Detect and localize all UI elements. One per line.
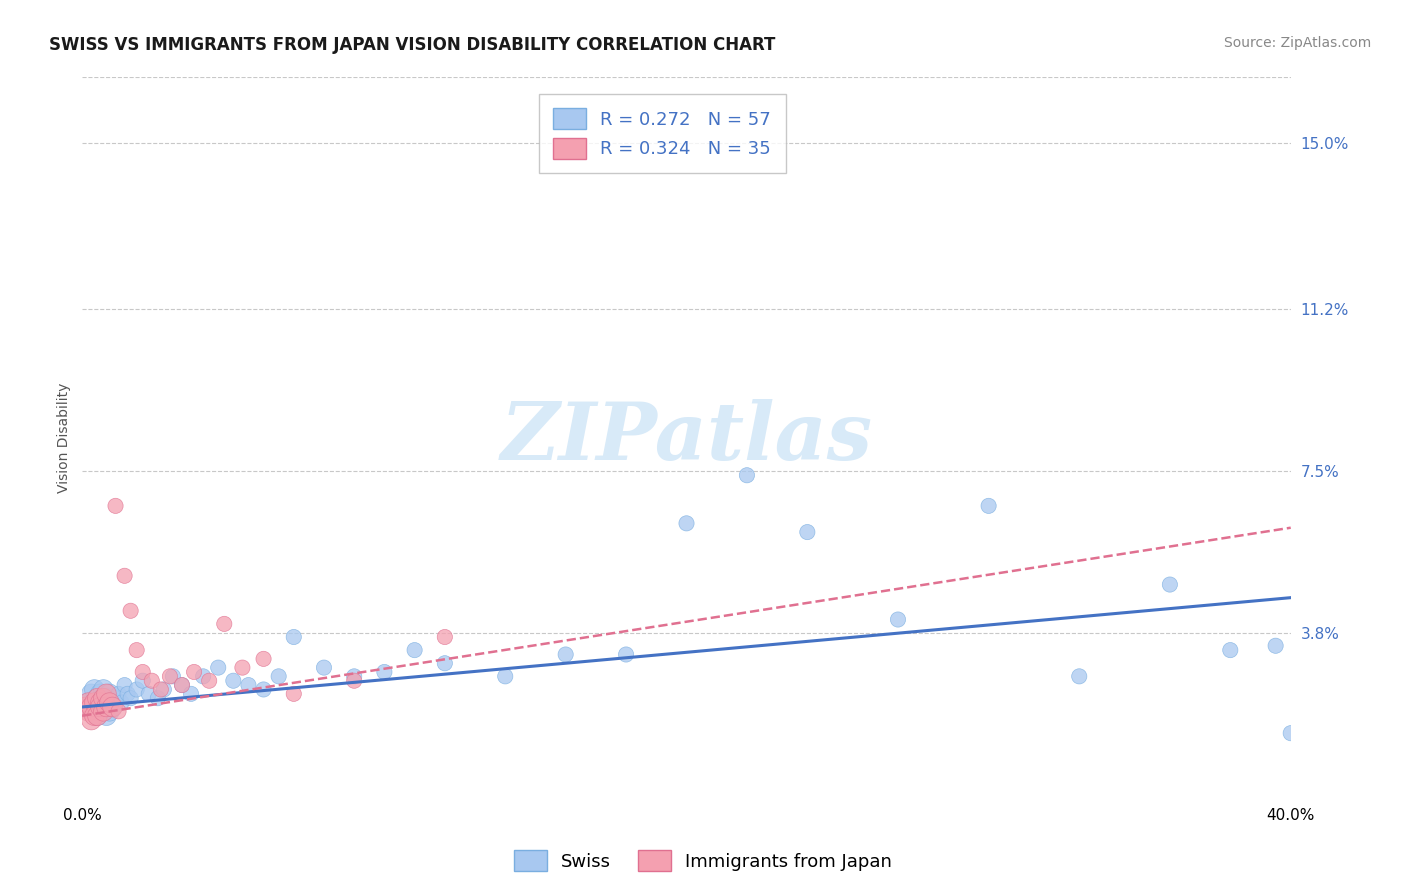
Point [153, 682, 176, 697]
Point [887, 613, 910, 627]
Point [83, 708, 105, 723]
Text: ZIPatlas: ZIPatlas [501, 400, 873, 477]
Point [433, 630, 456, 644]
Point [93, 691, 115, 706]
Point [312, 660, 335, 674]
Point [170, 678, 193, 692]
Point [101, 700, 124, 714]
Point [83, 700, 105, 714]
Point [86, 708, 108, 723]
Point [675, 516, 697, 531]
Point [77, 696, 100, 710]
Point [120, 604, 142, 618]
Point [98, 687, 121, 701]
Y-axis label: Vision Disability: Vision Disability [58, 383, 72, 493]
Point [89, 696, 111, 710]
Point [93, 682, 115, 697]
Point [104, 499, 127, 513]
Point [89, 704, 111, 718]
Point [404, 643, 426, 657]
Point [80, 713, 103, 727]
Point [222, 673, 245, 688]
Point [89, 700, 111, 714]
Point [75, 700, 97, 714]
Point [267, 669, 290, 683]
Point [149, 682, 172, 697]
Point [214, 616, 236, 631]
Point [98, 704, 121, 718]
Point [107, 704, 129, 718]
Point [735, 468, 758, 483]
Point [101, 696, 124, 710]
Point [86, 708, 108, 723]
Point [146, 691, 169, 706]
Point [231, 660, 253, 674]
Point [494, 669, 516, 683]
Point [554, 648, 576, 662]
Point [96, 687, 118, 701]
Point [238, 678, 260, 692]
Point [1219, 643, 1241, 657]
Point [86, 691, 108, 706]
Point [433, 657, 456, 671]
Point [132, 673, 155, 688]
Point [96, 700, 118, 714]
Point [373, 665, 395, 679]
Point [114, 569, 136, 583]
Point [183, 665, 205, 679]
Point [75, 700, 97, 714]
Point [796, 525, 818, 540]
Point [1279, 726, 1302, 740]
Point [83, 696, 105, 710]
Point [96, 708, 118, 723]
Point [120, 691, 142, 706]
Point [1159, 577, 1181, 591]
Point [107, 687, 129, 701]
Point [110, 696, 132, 710]
Point [104, 691, 127, 706]
Point [159, 669, 181, 683]
Point [80, 687, 103, 701]
Point [141, 673, 163, 688]
Legend: Swiss, Immigrants from Japan: Swiss, Immigrants from Japan [506, 843, 900, 879]
Point [1264, 639, 1286, 653]
Point [77, 704, 100, 718]
Point [343, 669, 366, 683]
Point [93, 700, 115, 714]
Point [80, 700, 103, 714]
Legend: R = 0.272   N = 57, R = 0.324   N = 35: R = 0.272 N = 57, R = 0.324 N = 35 [538, 94, 786, 173]
Text: Source: ZipAtlas.com: Source: ZipAtlas.com [1223, 36, 1371, 50]
Point [77, 696, 100, 710]
Point [1069, 669, 1091, 683]
Point [80, 704, 103, 718]
Point [191, 669, 214, 683]
Point [83, 682, 105, 697]
Point [283, 630, 305, 644]
Point [117, 687, 139, 701]
Point [283, 687, 305, 701]
Point [252, 652, 274, 666]
Point [977, 499, 1000, 513]
Point [207, 660, 229, 674]
Point [98, 696, 121, 710]
Point [170, 678, 193, 692]
Point [343, 673, 366, 688]
Point [114, 678, 136, 692]
Point [162, 669, 184, 683]
Point [180, 687, 202, 701]
Point [93, 704, 115, 718]
Point [89, 687, 111, 701]
Point [252, 682, 274, 697]
Point [614, 648, 637, 662]
Point [125, 643, 148, 657]
Point [198, 673, 221, 688]
Text: SWISS VS IMMIGRANTS FROM JAPAN VISION DISABILITY CORRELATION CHART: SWISS VS IMMIGRANTS FROM JAPAN VISION DI… [49, 36, 776, 54]
Point [125, 682, 148, 697]
Point [101, 700, 124, 714]
Point [96, 691, 118, 706]
Point [132, 665, 155, 679]
Point [138, 687, 160, 701]
Point [86, 691, 108, 706]
